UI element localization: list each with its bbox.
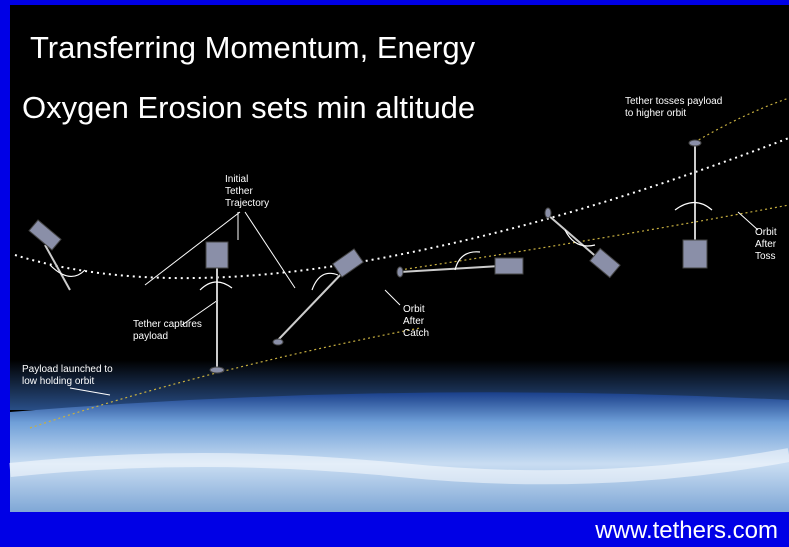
footer-url: www.tethers.com: [594, 517, 778, 544]
tethers: [44, 145, 696, 368]
higher-orbit: [689, 97, 789, 146]
holding-orbit: [29, 327, 421, 429]
image-label: Tether tosses payload: [625, 96, 722, 107]
image-label: Toss: [755, 251, 776, 262]
image-label: Payload launched to: [22, 364, 113, 375]
image-label: to higher orbit: [625, 108, 686, 119]
tether-orbit: [14, 137, 789, 280]
rotation-arrows: [49, 201, 713, 291]
clouds: [9, 448, 789, 485]
image-label: Trajectory: [225, 198, 269, 209]
image-label: Orbit: [755, 227, 777, 238]
title-line: Transferring Momentum, Energy: [30, 30, 476, 65]
image-label: After: [403, 316, 425, 327]
satellites: [28, 139, 708, 374]
title-line: Oxygen Erosion sets min altitude: [22, 90, 475, 125]
image-label: Initial: [225, 174, 248, 185]
earth: [10, 392, 789, 512]
image-label: Tether captures: [133, 319, 202, 330]
image-label: Tether: [225, 186, 253, 197]
pointer-lines: [69, 211, 759, 396]
image-label: Orbit: [403, 304, 425, 315]
image-label: low holding orbit: [22, 376, 94, 387]
image-label: After: [755, 239, 777, 250]
image-label: Catch: [403, 328, 429, 339]
image-label: payload: [133, 331, 168, 342]
